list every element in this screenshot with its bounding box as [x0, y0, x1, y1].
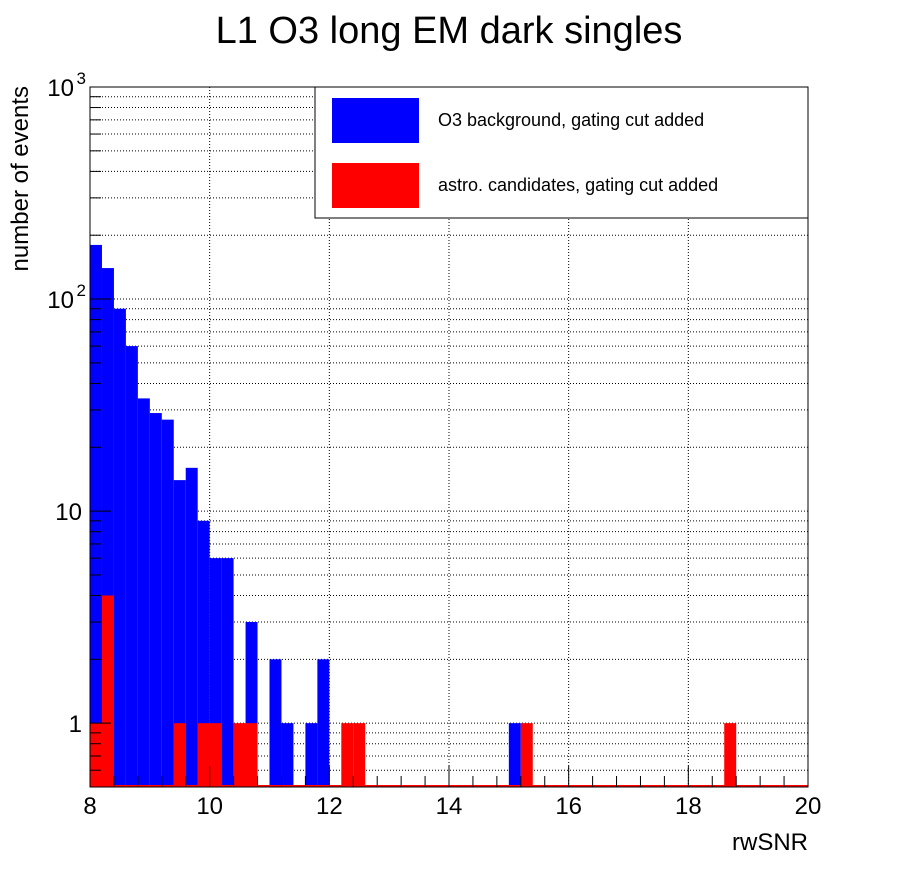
background-bar: [281, 723, 294, 787]
background-bar: [221, 558, 234, 787]
background-bar: [269, 659, 282, 787]
y-tick-exponent: 2: [77, 281, 86, 300]
background-bar: [113, 308, 126, 787]
background-bar: [508, 723, 521, 787]
legend: O3 background, gating cut added astro. ca…: [314, 86, 809, 219]
candidate-bar: [341, 723, 354, 787]
background-bar: [173, 480, 186, 787]
x-tick-label: 14: [436, 793, 463, 820]
candidate-bar: [353, 723, 366, 787]
background-bar: [125, 346, 138, 787]
background-bar: [161, 419, 174, 787]
x-tick-label: 18: [675, 793, 702, 820]
candidate-bar: [173, 723, 186, 787]
x-tick-label: 20: [795, 793, 822, 820]
x-tick-label: 12: [316, 793, 343, 820]
x-tick-label: 10: [196, 793, 223, 820]
background-bar: [209, 558, 222, 787]
background-bar: [101, 268, 114, 787]
y-tick-label: 10: [47, 287, 74, 314]
candidate-bar: [724, 723, 737, 787]
background-bar: [137, 398, 150, 787]
x-tick-label: 8: [83, 793, 96, 820]
background-bar: [197, 520, 210, 787]
background-bar: [149, 413, 162, 787]
y-tick-label: 10: [55, 499, 82, 526]
candidate-bar: [197, 723, 210, 787]
chart-title: L1 O3 long EM dark singles: [216, 10, 683, 52]
legend-swatch: [332, 163, 419, 208]
legend-entry-label: O3 background, gating cut added: [438, 110, 704, 130]
background-bar: [317, 659, 330, 787]
candidate-bar: [233, 723, 246, 787]
background-bar: [245, 621, 258, 787]
legend-swatch: [332, 98, 419, 143]
candidate-bar: [209, 723, 222, 787]
x-axis-label: rwSNR: [732, 829, 808, 856]
y-tick-label: 10: [47, 75, 74, 102]
legend-entry-label: astro. candidates, gating cut added: [438, 175, 718, 195]
y-axis-label: number of events: [7, 86, 34, 271]
candidate-bar: [101, 595, 114, 787]
x-tick-label: 16: [555, 793, 582, 820]
candidate-bar: [90, 723, 102, 787]
background-bar: [185, 467, 198, 787]
candidate-bar: [245, 723, 258, 787]
y-tick-exponent: 3: [77, 69, 86, 88]
background-bar: [90, 244, 102, 787]
y-tick-label: 1: [69, 711, 82, 738]
candidate-bar: [520, 723, 533, 787]
axis-ticks: [89, 96, 809, 788]
background-bar: [305, 723, 318, 787]
